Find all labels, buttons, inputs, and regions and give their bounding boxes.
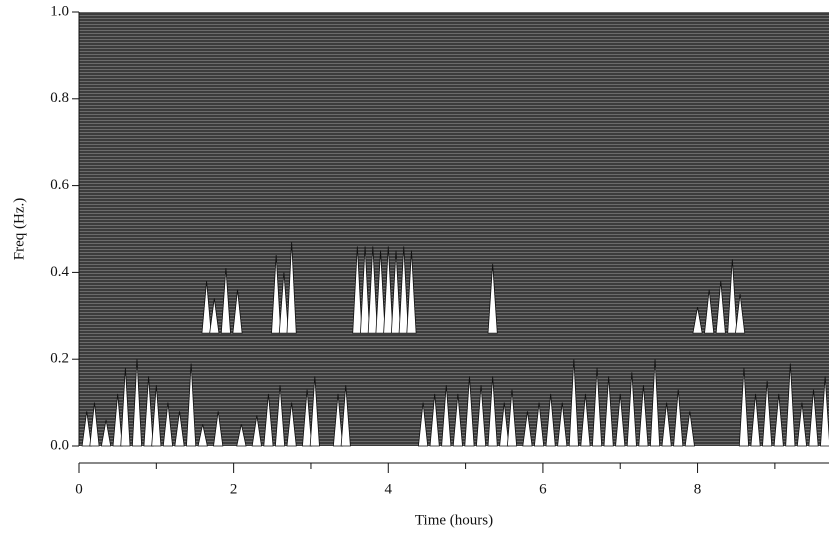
- spectral-peak: [417, 402, 429, 447]
- spectral-peak: [487, 376, 498, 447]
- spectral-peak: [274, 385, 286, 447]
- spectral-peak: [603, 376, 614, 447]
- spectral-peak: [286, 241, 297, 334]
- spectral-peak: [673, 389, 684, 447]
- spectral-peak: [738, 367, 750, 447]
- y-tick-label: 0.6: [50, 177, 69, 193]
- spectral-peak: [236, 424, 247, 447]
- spectral-peak: [580, 393, 591, 447]
- spectral-peak: [340, 385, 351, 447]
- spectral-peak: [452, 393, 463, 447]
- x-axis-label: Time (hours): [415, 512, 493, 528]
- spectral-peak: [360, 246, 371, 334]
- y-tick-label: 0.4: [50, 264, 69, 280]
- spectral-peak: [568, 359, 579, 447]
- spectral-peak: [220, 268, 231, 334]
- spectral-peak: [352, 246, 363, 334]
- y-tick-label: 0.0: [50, 437, 69, 453]
- spectral-peak: [213, 411, 224, 447]
- spectral-peak: [499, 402, 510, 447]
- spectral-peak: [808, 389, 819, 447]
- spectral-peak: [464, 376, 475, 447]
- spectral-peak: [251, 415, 262, 447]
- y-tick-label: 1.0: [50, 3, 69, 19]
- spectral-peak: [131, 359, 143, 447]
- spectral-peak: [367, 246, 378, 334]
- spectral-peak: [557, 402, 568, 447]
- spectral-peak: [785, 363, 796, 447]
- spectral-peak: [174, 411, 185, 447]
- plot-background: [79, 12, 829, 446]
- spectral-peak: [89, 402, 100, 447]
- spectral-peak: [684, 411, 695, 447]
- spectral-peak: [661, 402, 672, 447]
- spectral-peak: [197, 424, 208, 447]
- spectral-peak: [398, 246, 409, 334]
- spectral-peak: [201, 281, 212, 334]
- spectral-peak: [649, 359, 661, 447]
- spectral-peak: [186, 363, 197, 447]
- spectral-peak: [375, 250, 386, 334]
- spectral-peak: [545, 393, 556, 447]
- spectral-peak: [429, 393, 440, 447]
- spectral-peak: [591, 367, 603, 447]
- spectral-peak: [112, 393, 123, 447]
- spectral-peak: [406, 250, 417, 334]
- spectral-peak: [81, 411, 92, 447]
- spectral-peak: [390, 250, 402, 334]
- spectral-peak: [506, 389, 518, 447]
- spectral-peak: [309, 376, 320, 447]
- spectral-peak: [626, 372, 637, 447]
- spectral-peak: [522, 411, 533, 447]
- spectral-peak: [704, 289, 715, 334]
- spectral-peak: [727, 259, 738, 334]
- spectral-peak: [734, 294, 746, 334]
- spectral-peak: [263, 393, 274, 447]
- spectral-peak: [441, 385, 452, 447]
- spectral-peak: [773, 393, 784, 447]
- spectral-peak: [286, 402, 297, 447]
- spectral-peak: [383, 246, 394, 334]
- spectral-peak: [715, 281, 726, 334]
- y-axis-label: Freq (Hz.): [11, 198, 27, 260]
- spectral-peak: [475, 385, 487, 447]
- spectral-peak: [143, 376, 154, 447]
- spectral-peak: [638, 385, 649, 447]
- spectral-peak: [271, 255, 282, 334]
- spectral-peak: [302, 389, 313, 447]
- spectral-peak: [332, 393, 344, 447]
- spectral-peak: [762, 380, 773, 447]
- spectral-peak: [820, 376, 829, 447]
- x-tick-label: 4: [385, 481, 393, 497]
- spectral-peak: [209, 298, 220, 334]
- spectral-peak: [120, 367, 131, 447]
- x-tick-label: 6: [539, 481, 547, 497]
- x-tick-label: 0: [75, 481, 83, 497]
- spectral-peak: [533, 402, 545, 447]
- x-tick-label: 8: [694, 481, 702, 497]
- spectral-peak: [796, 402, 808, 447]
- spectral-peak: [615, 393, 626, 447]
- spectral-peak: [232, 289, 243, 334]
- spectral-peak: [162, 402, 174, 447]
- spectral-peak: [487, 263, 498, 334]
- y-tick-label: 0.8: [50, 90, 69, 106]
- spectral-peak: [100, 419, 112, 447]
- y-tick-label: 0.2: [50, 351, 69, 367]
- x-tick-label: 2: [230, 481, 238, 497]
- spectral-peak: [692, 307, 703, 334]
- spectral-peak: [151, 385, 162, 447]
- spectral-peak: [750, 393, 761, 447]
- spectral-peak: [278, 272, 289, 334]
